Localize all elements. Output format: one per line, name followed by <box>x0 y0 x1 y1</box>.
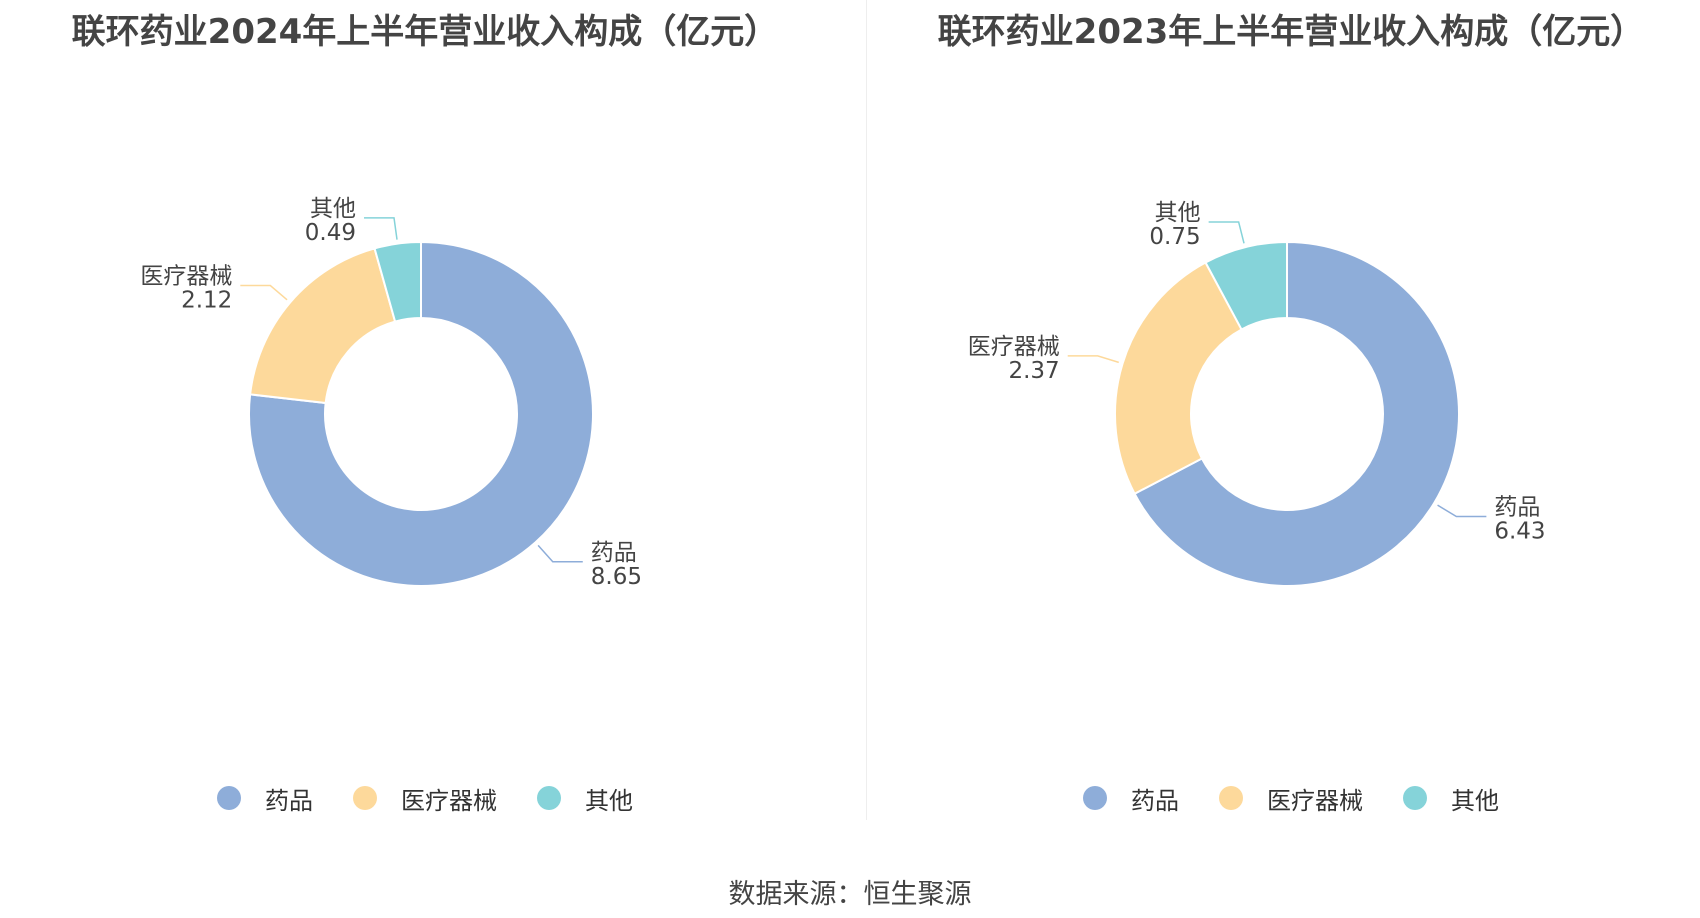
slice-label-medical-devices: 医疗器械 <box>968 334 1060 360</box>
slice-other[interactable] <box>373 240 422 323</box>
leader-line-medical-devices <box>240 284 288 301</box>
legend-marker-icon <box>353 786 377 810</box>
legend-item-drugs[interactable]: 药品 <box>217 781 313 816</box>
legend-item-medical-devices[interactable]: 医疗器械 <box>353 781 497 816</box>
legend-label: 医疗器械 <box>1267 786 1363 815</box>
legend-marker-icon <box>1083 786 1107 810</box>
leader-line-drugs <box>1437 504 1487 518</box>
chart-panel-2023: 联环药业2023年上半年营业收入构成（亿元） 药品 6.43 医疗器械 2.37 其他 0… <box>866 0 1700 820</box>
legend-marker-icon <box>537 786 561 810</box>
legend-label: 药品 <box>265 786 313 815</box>
leader-line-other <box>1208 221 1245 244</box>
legend-item-other[interactable]: 其他 <box>1403 781 1499 816</box>
chart-legend: 药品 医疗器械 其他 <box>866 780 1700 816</box>
legend-label: 其他 <box>585 786 633 815</box>
slice-value-medical-devices: 2.37 <box>1008 358 1059 384</box>
leader-line-other <box>364 217 398 240</box>
slice-value-other: 0.75 <box>1149 224 1200 250</box>
data-source-note: 数据来源：恒生聚源 <box>728 879 972 910</box>
legend-marker-icon <box>1219 786 1243 810</box>
leader-line-medical-devices <box>1067 355 1119 364</box>
slice-value-medical-devices: 2.12 <box>181 288 232 314</box>
slice-drugs[interactable] <box>248 240 594 587</box>
panel-divider <box>866 0 867 820</box>
chart-panel-2024: 联环药业2024年上半年营业收入构成（亿元） 药品 8.65 医疗器械 2.12 其他 0… <box>0 0 850 820</box>
slice-medical-devices[interactable] <box>249 247 397 405</box>
slice-value-drugs: 6.43 <box>1494 519 1545 545</box>
legend-label: 其他 <box>1451 786 1499 815</box>
legend-item-medical-devices[interactable]: 医疗器械 <box>1219 781 1363 816</box>
slice-label-other: 其他 <box>310 196 356 222</box>
legend-item-drugs[interactable]: 药品 <box>1083 781 1179 816</box>
slice-other[interactable] <box>1204 240 1288 331</box>
slice-value-drugs: 8.65 <box>591 564 642 590</box>
legend-item-other[interactable]: 其他 <box>537 781 633 816</box>
slice-label-medical-devices: 医疗器械 <box>140 264 232 290</box>
chart-title: 联环药业2023年上半年营业收入构成（亿元） <box>937 12 1645 52</box>
slice-drugs[interactable] <box>1133 240 1460 587</box>
legend-label: 医疗器械 <box>401 786 497 815</box>
slice-medical-devices[interactable] <box>1114 261 1243 496</box>
leader-line-drugs <box>537 544 583 563</box>
chart-title: 联环药业2024年上半年营业收入构成（亿元） <box>71 12 779 52</box>
legend-marker-icon <box>1403 786 1427 810</box>
chart-legend: 药品 医疗器械 其他 <box>0 780 850 816</box>
legend-marker-icon <box>217 786 241 810</box>
slice-label-drugs: 药品 <box>1494 495 1540 521</box>
slice-value-other: 0.49 <box>305 220 356 246</box>
slice-label-drugs: 药品 <box>591 540 637 566</box>
legend-label: 药品 <box>1131 786 1179 815</box>
slice-label-other: 其他 <box>1155 200 1201 226</box>
